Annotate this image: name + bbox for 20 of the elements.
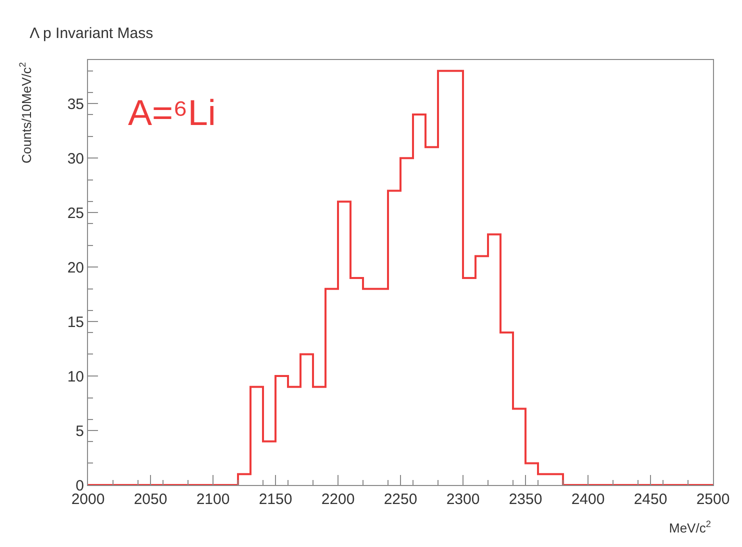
y-tick-label: 10 bbox=[67, 368, 84, 386]
x-tick-label: 2050 bbox=[134, 491, 168, 508]
x-tick-label: 2200 bbox=[321, 491, 355, 508]
y-tick-label: 25 bbox=[67, 204, 84, 222]
y-tick-label: 30 bbox=[67, 150, 84, 168]
x-tick-label: 2500 bbox=[696, 491, 730, 508]
x-tick-label: 2100 bbox=[196, 491, 230, 508]
x-tick-label: 2150 bbox=[258, 491, 292, 508]
y-tick-label: 15 bbox=[67, 314, 84, 331]
y-tick-label: 35 bbox=[67, 96, 84, 113]
x-tick-label: 2400 bbox=[571, 491, 605, 508]
annotation: A=⁶Li bbox=[128, 92, 216, 133]
x-tick-label: 2450 bbox=[634, 491, 668, 508]
x-tick-label: 2250 bbox=[384, 491, 418, 508]
y-tick-label: 20 bbox=[67, 259, 84, 276]
x-tick-label: 2350 bbox=[508, 491, 542, 508]
y-tick-label: 5 bbox=[76, 422, 84, 440]
x-tick-label: 2300 bbox=[446, 491, 480, 508]
x-axis-title: MeV/c$^{2}$ bbox=[669, 519, 711, 536]
chart-title: Λ p Invariant Mass bbox=[30, 24, 154, 42]
